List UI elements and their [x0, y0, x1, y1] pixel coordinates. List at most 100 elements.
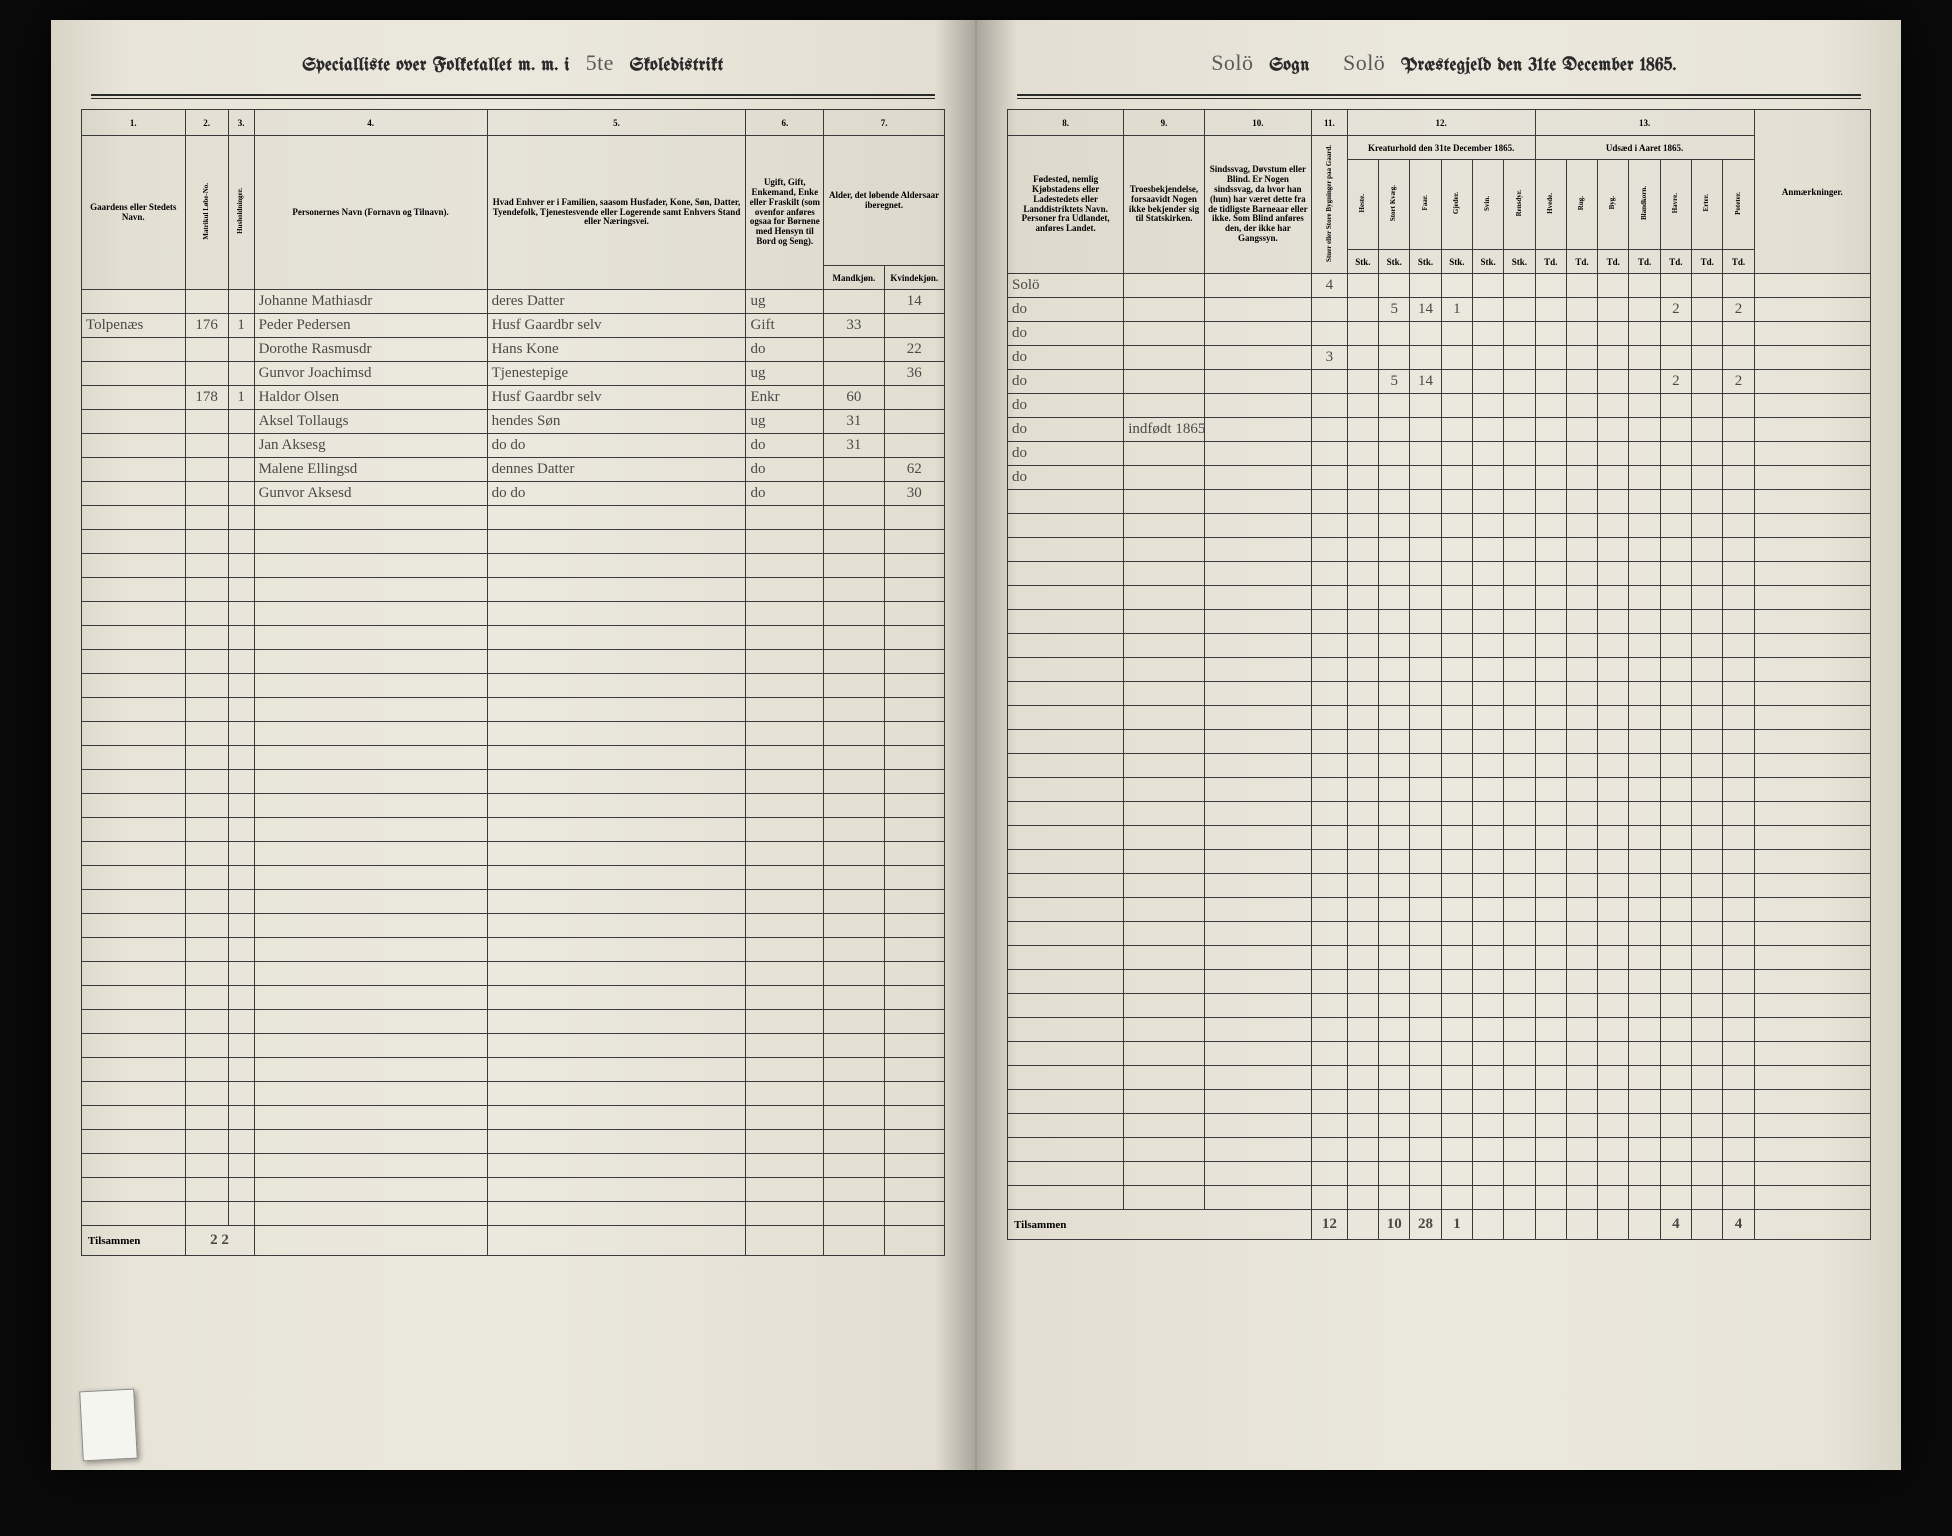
blank [1504, 730, 1535, 754]
blank [487, 578, 746, 602]
cell-mk [824, 458, 884, 482]
blank [1379, 922, 1410, 946]
blank [1660, 1042, 1691, 1066]
blank [1754, 610, 1870, 634]
blank [1008, 586, 1124, 610]
col-3: 3. [228, 110, 254, 136]
blank [228, 1130, 254, 1154]
cell-sind [1204, 442, 1311, 466]
blank [1535, 1114, 1566, 1138]
blank [1692, 490, 1723, 514]
table-row: do [1008, 466, 1871, 490]
cell-k0 [1347, 346, 1378, 370]
blank [1566, 1018, 1597, 1042]
cell-tro [1124, 442, 1204, 466]
cell-navn: Gunvor Joachimsd [254, 362, 487, 386]
cell-k0 [1347, 466, 1378, 490]
cell-k2 [1410, 466, 1441, 490]
blank [254, 842, 487, 866]
blank [1566, 1090, 1597, 1114]
cell-mno [185, 458, 228, 482]
cell-u2 [1598, 394, 1629, 418]
blank [1410, 634, 1441, 658]
blank [1629, 922, 1660, 946]
blank [1535, 874, 1566, 898]
blank [746, 962, 824, 986]
blank [1008, 1162, 1124, 1186]
blank [82, 986, 186, 1010]
cell-anm [1754, 394, 1870, 418]
blank [1566, 658, 1597, 682]
blank [1754, 1090, 1870, 1114]
blank [1504, 850, 1535, 874]
blank [1723, 562, 1754, 586]
blank [185, 1178, 228, 1202]
blank [1124, 826, 1204, 850]
blank [1472, 1090, 1503, 1114]
blank [1723, 610, 1754, 634]
blank [1312, 562, 1348, 586]
blank [1754, 1018, 1870, 1042]
blank [824, 1106, 884, 1130]
blank [185, 794, 228, 818]
blank [185, 1082, 228, 1106]
blank [1660, 706, 1691, 730]
blank [487, 1154, 746, 1178]
blank [1692, 1186, 1723, 1210]
blank-row [1008, 706, 1871, 730]
cell-mk [824, 362, 884, 386]
unit-stk: Stk. [1441, 250, 1472, 274]
blank [1441, 778, 1472, 802]
cell-mno [185, 338, 228, 362]
blank [1723, 754, 1754, 778]
hdr-matrikul: Matrikul Løbe-No. [185, 136, 228, 290]
blank [1008, 538, 1124, 562]
blank [254, 818, 487, 842]
table-row: Solö4 [1008, 274, 1871, 298]
cell-u3 [1629, 394, 1660, 418]
blank [1723, 874, 1754, 898]
cell-u4 [1660, 418, 1691, 442]
blank [254, 698, 487, 722]
cell-sind [1204, 298, 1311, 322]
title-suffix: Skoledistrikt [630, 56, 724, 75]
blank [1660, 1018, 1691, 1042]
sum-2: 10 [1379, 1210, 1410, 1240]
blank [1204, 802, 1311, 826]
cell-u5 [1692, 274, 1723, 298]
cell-navn: Aksel Tollaugs [254, 410, 487, 434]
blank [1692, 538, 1723, 562]
blank [1504, 706, 1535, 730]
blank [1598, 802, 1629, 826]
blank [1660, 634, 1691, 658]
blank [824, 1058, 884, 1082]
blank [1629, 850, 1660, 874]
blank [1566, 730, 1597, 754]
blank [1312, 610, 1348, 634]
blank [1124, 778, 1204, 802]
blank [1754, 850, 1870, 874]
blank [185, 1130, 228, 1154]
cell-k0 [1347, 274, 1378, 298]
blank [824, 650, 884, 674]
blank-row [82, 1082, 945, 1106]
blank [1566, 850, 1597, 874]
blank [1629, 514, 1660, 538]
blank [1566, 586, 1597, 610]
blank [1504, 514, 1535, 538]
blank [1754, 922, 1870, 946]
col-10: 10. [1204, 110, 1311, 136]
blank [254, 938, 487, 962]
blank-row [1008, 730, 1871, 754]
cell-u6 [1723, 394, 1754, 418]
blank [1692, 922, 1723, 946]
blank [1754, 946, 1870, 970]
blank [487, 938, 746, 962]
cell-k1 [1379, 274, 1410, 298]
blank [254, 554, 487, 578]
blank [228, 1202, 254, 1226]
blank [1379, 490, 1410, 514]
cell-status: ug [746, 362, 824, 386]
table-row: Jan Aksesgdo dodo31 [82, 434, 945, 458]
blank [1504, 922, 1535, 946]
